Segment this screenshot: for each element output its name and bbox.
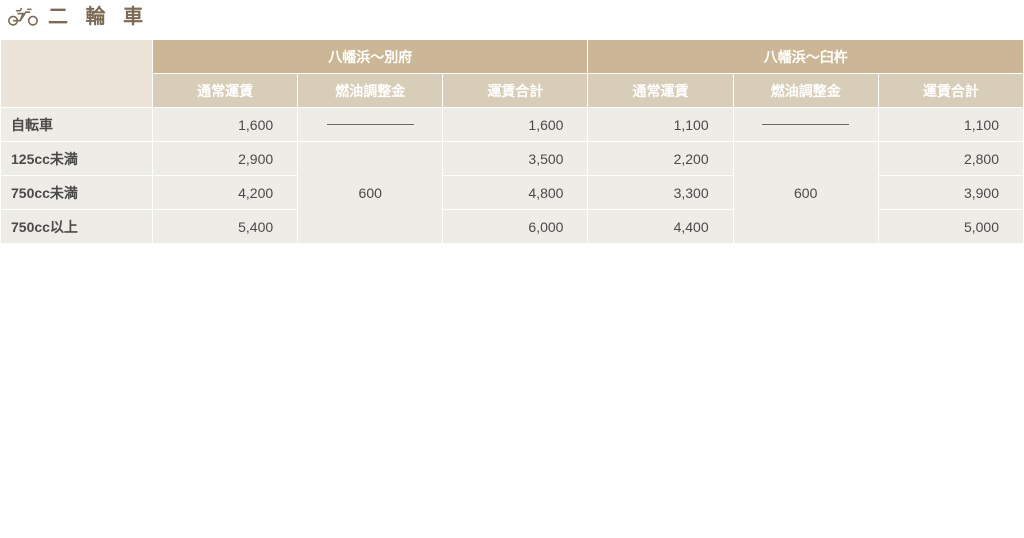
cell-surcharge-merged: 600 xyxy=(733,142,878,244)
section-header: 二 輪 車 xyxy=(6,0,1024,29)
fare-table: 八幡浜～別府 八幡浜～臼杵 通常運賃 燃油調整金 運賃合計 通常運賃 燃油調整金… xyxy=(0,39,1024,244)
subhead-r2-total: 運賃合計 xyxy=(878,74,1023,108)
cell-surcharge-merged: 600 xyxy=(298,142,443,244)
cell: 5,400 xyxy=(153,210,298,244)
cell: 6,000 xyxy=(443,210,588,244)
cell: 2,800 xyxy=(878,142,1023,176)
subhead-r2-normal: 通常運賃 xyxy=(588,74,733,108)
cell: 2,200 xyxy=(588,142,733,176)
cell: 5,000 xyxy=(878,210,1023,244)
header-route-2: 八幡浜～臼杵 xyxy=(588,40,1024,74)
cell-dash xyxy=(298,108,443,142)
cell: 3,900 xyxy=(878,176,1023,210)
motorcycle-icon xyxy=(6,3,40,27)
cell: 1,600 xyxy=(153,108,298,142)
header-route-1: 八幡浜～別府 xyxy=(153,40,588,74)
cell: 1,100 xyxy=(588,108,733,142)
fare-section: 二 輪 車 八幡浜～別府 八幡浜～臼杵 通常運賃 燃油調整金 運賃合計 通常運賃… xyxy=(0,0,1024,244)
table-row: 125cc未満 2,900 600 3,500 2,200 600 2,800 xyxy=(1,142,1024,176)
subhead-r1-surcharge: 燃油調整金 xyxy=(298,74,443,108)
cell: 3,300 xyxy=(588,176,733,210)
row-label: 750cc未満 xyxy=(1,176,153,210)
subhead-r1-total: 運賃合計 xyxy=(443,74,588,108)
cell: 4,400 xyxy=(588,210,733,244)
cell: 2,900 xyxy=(153,142,298,176)
section-title: 二 輪 車 xyxy=(48,0,149,29)
row-label: 125cc未満 xyxy=(1,142,153,176)
cell: 1,100 xyxy=(878,108,1023,142)
cell: 4,800 xyxy=(443,176,588,210)
row-label: 自転車 xyxy=(1,108,153,142)
cell: 4,200 xyxy=(153,176,298,210)
cell-dash xyxy=(733,108,878,142)
subhead-r1-normal: 通常運賃 xyxy=(153,74,298,108)
cell: 1,600 xyxy=(443,108,588,142)
subhead-r2-surcharge: 燃油調整金 xyxy=(733,74,878,108)
cell: 3,500 xyxy=(443,142,588,176)
table-row: 自転車 1,600 1,600 1,100 1,100 xyxy=(1,108,1024,142)
row-label: 750cc以上 xyxy=(1,210,153,244)
header-blank xyxy=(1,40,153,108)
